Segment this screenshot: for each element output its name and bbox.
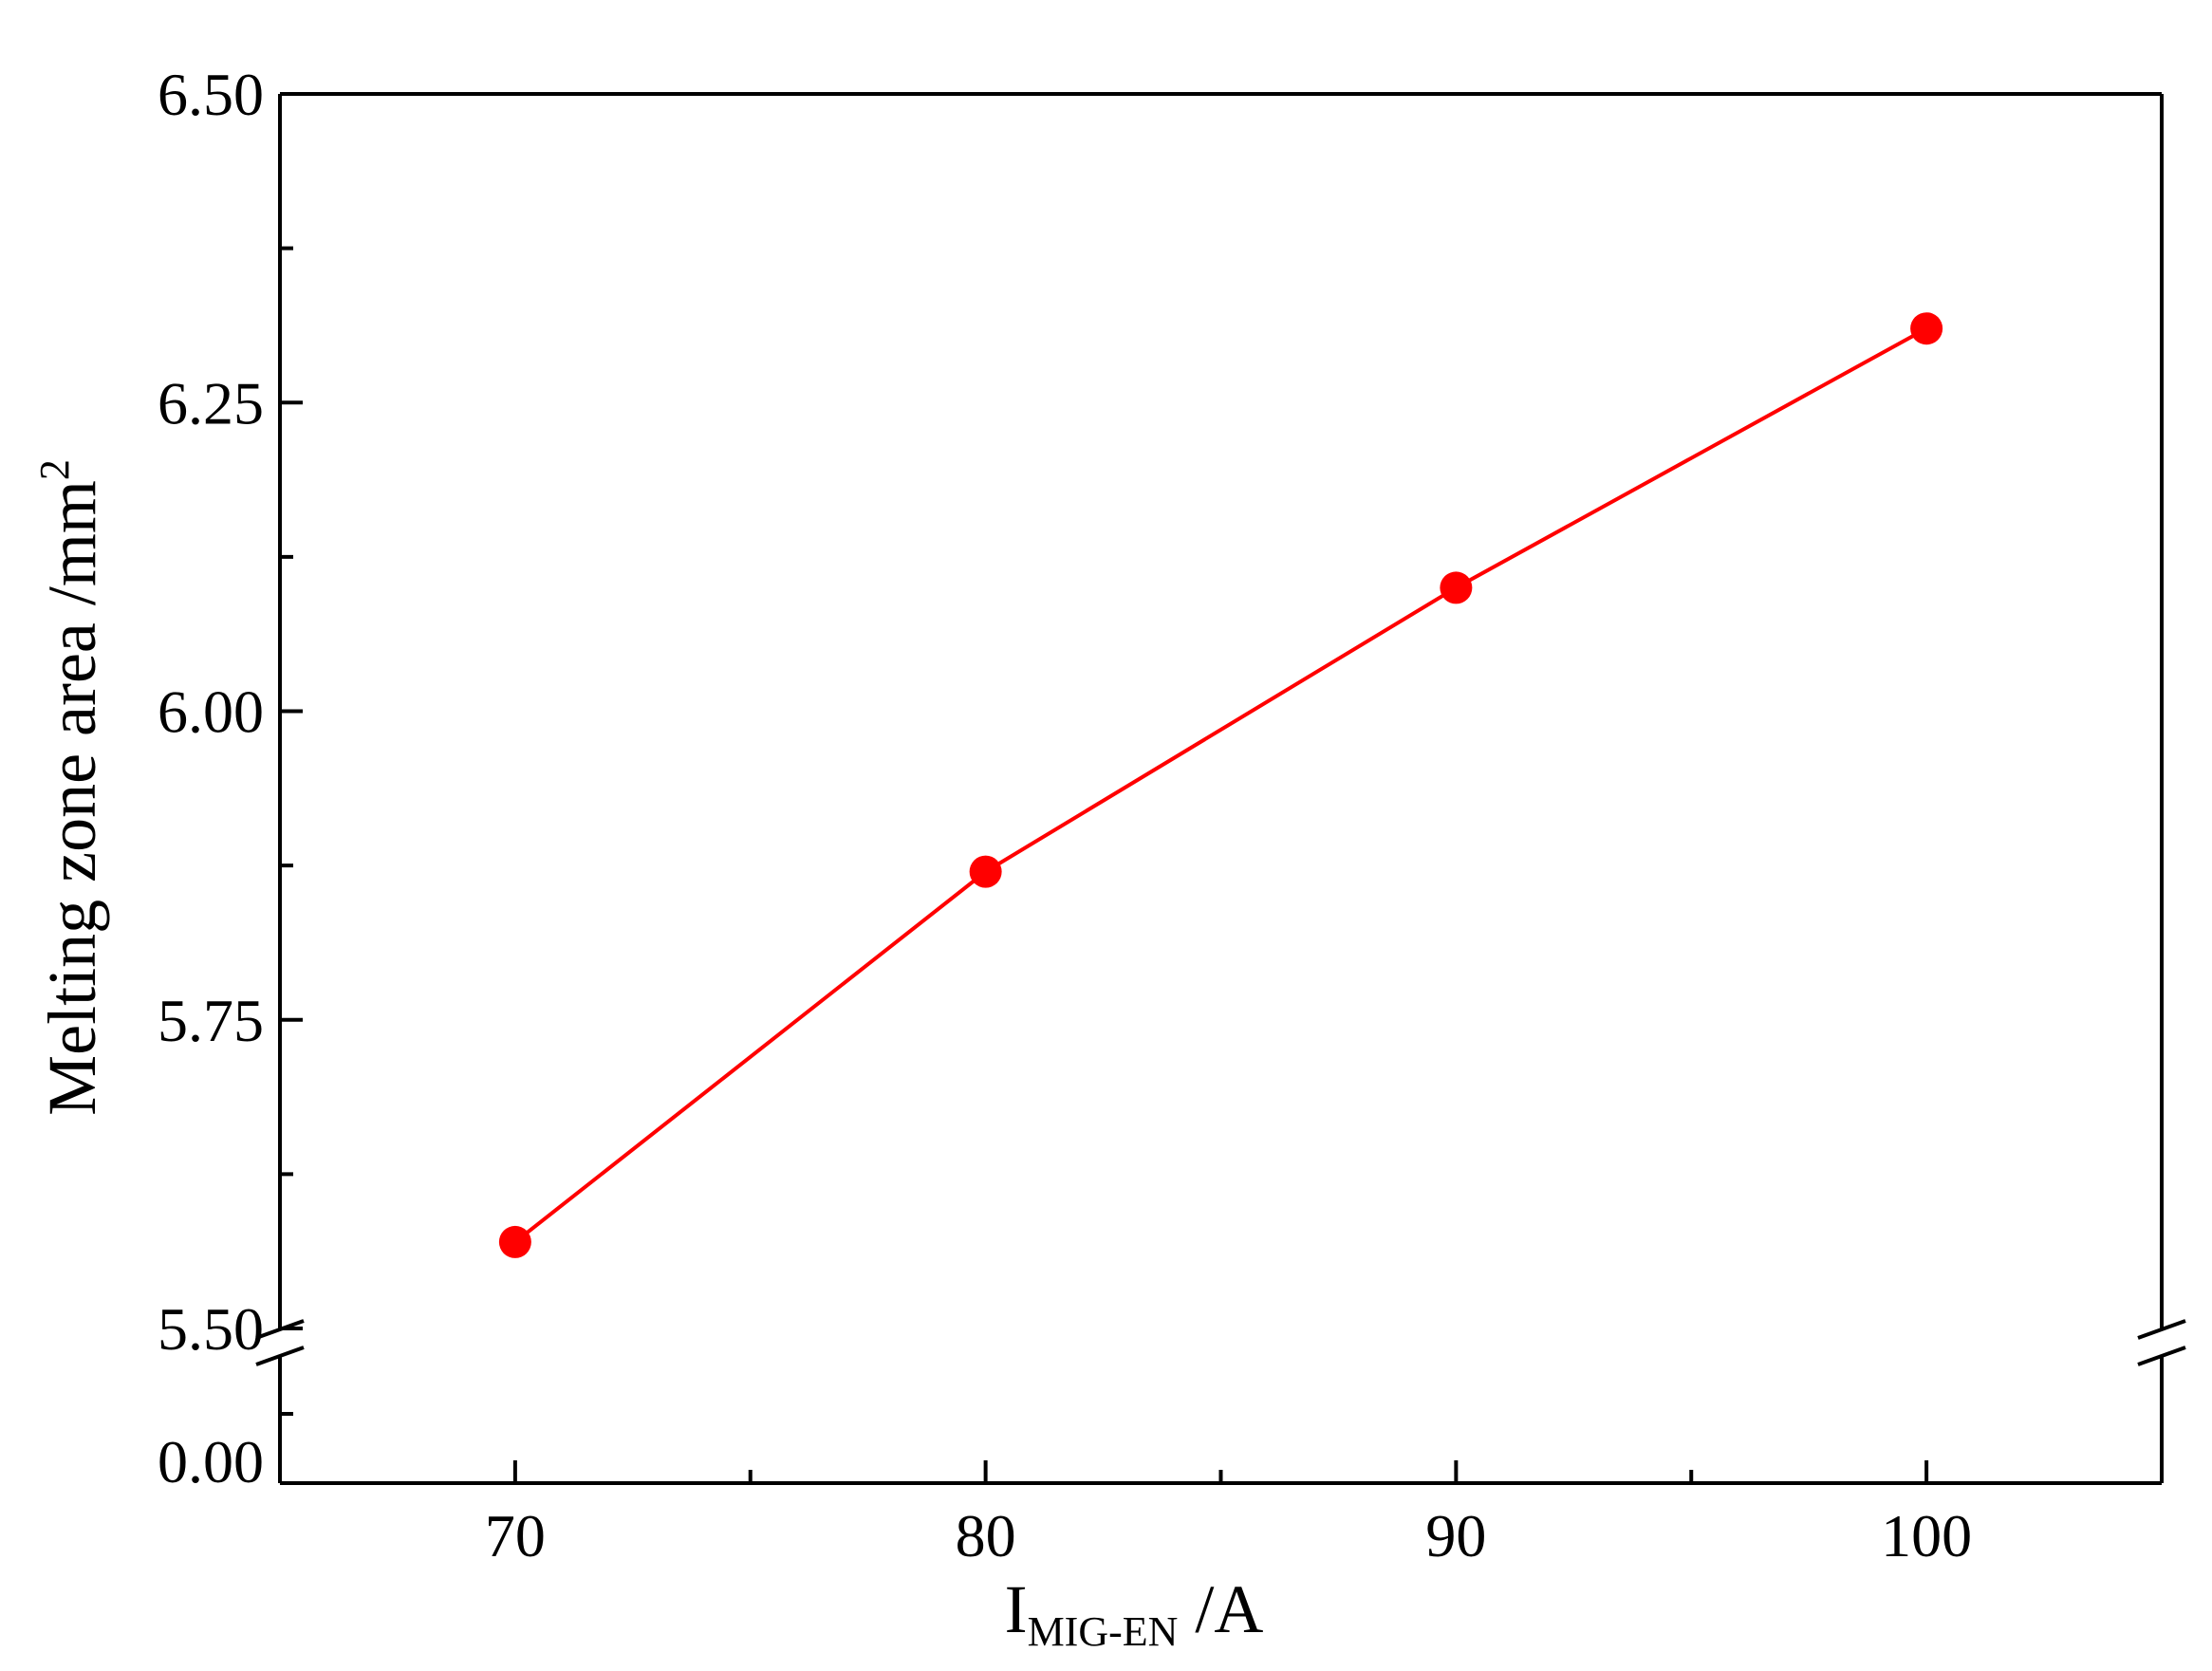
data-series [498,312,1943,1258]
x-ticks: 70 80 90 100 [485,1460,1972,1569]
y-tick-label: 6.50 [158,61,264,128]
y-tick-label: 5.75 [158,987,264,1054]
y-tick-label: 6.25 [158,369,264,436]
x-tick-label: 80 [956,1502,1016,1569]
data-point [1440,571,1473,604]
y-tick-label: 5.50 [158,1295,264,1363]
y-tick-label: 6.00 [158,678,264,746]
y-axis-title-superscript: 2 [31,459,78,480]
x-axis-title-main: I [1005,1571,1028,1647]
plot-frame [255,92,2186,1485]
axis-break-left-2 [255,1346,305,1366]
y-tick-label: 0.00 [158,1428,264,1495]
axis-break-right-2 [2137,1346,2186,1366]
x-tick-label: 90 [1425,1502,1486,1569]
y-axis-title: Melting zone area /mm2 [31,459,110,1116]
x-tick-label: 100 [1881,1502,1972,1569]
y-axis-title-main: Melting zone area /mm [34,480,110,1116]
x-axis-title-subscript: MIG-EN [1028,1608,1179,1655]
x-axis-title: IMIG-EN /A [1005,1571,1264,1655]
y-ticks: 5.50 5.75 6.00 6.25 6.50 0.00 [158,61,303,1495]
data-point [1910,312,1943,345]
x-axis-title-unit: /A [1178,1571,1263,1647]
data-point [969,855,1002,888]
data-point [498,1225,531,1258]
x-tick-label: 70 [485,1502,546,1569]
series-line [513,326,1928,1244]
axis-break-right-1 [2137,1319,2186,1340]
